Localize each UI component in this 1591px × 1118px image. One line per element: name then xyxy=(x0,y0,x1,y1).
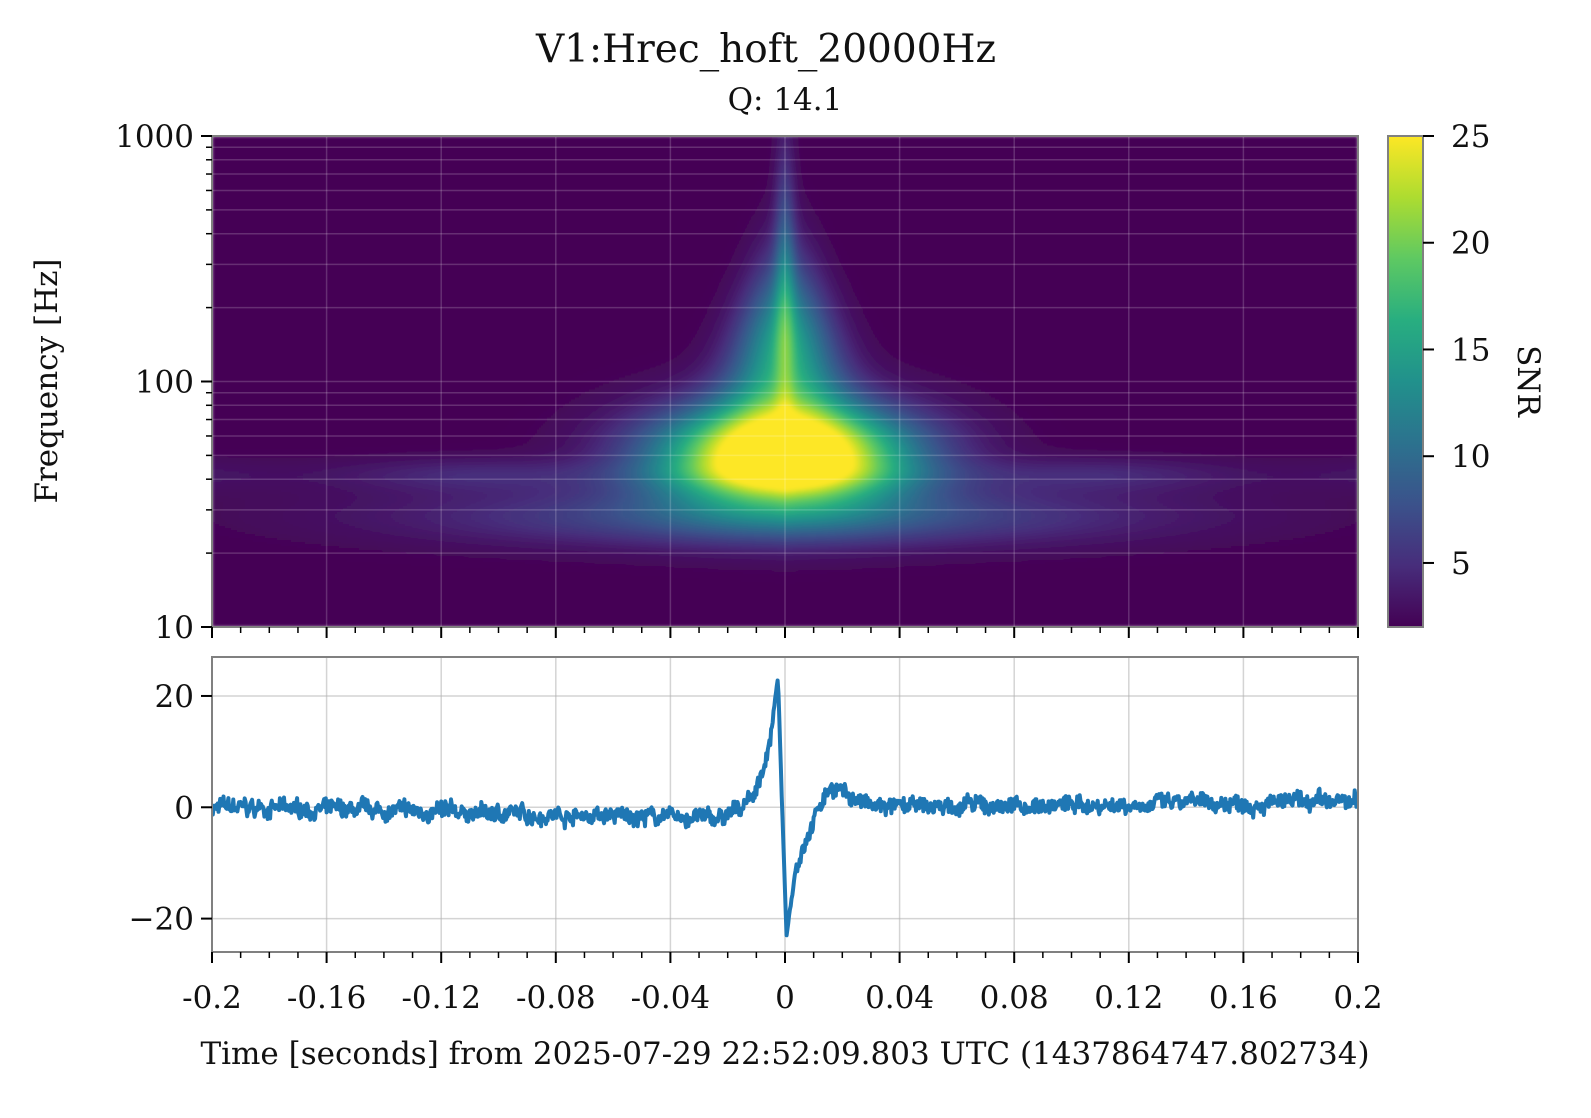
timeseries-x-tick-label: 0 xyxy=(775,980,795,1016)
timeseries-x-tick-label: 0.04 xyxy=(865,980,934,1016)
timeseries-x-tick-label: -0.2 xyxy=(182,980,242,1016)
spectrogram-y-tick-label: 100 xyxy=(135,365,194,401)
timeseries-x-tick-label: -0.08 xyxy=(516,980,596,1016)
timeseries-x-tick-label: -0.04 xyxy=(631,980,711,1016)
spectrogram-y-tick-label: 10 xyxy=(155,610,194,646)
timeseries-x-tick-label: -0.16 xyxy=(287,980,367,1016)
colorbar-frame xyxy=(1387,135,1424,628)
spectrogram-x-ticks xyxy=(211,627,1359,638)
spectrogram-panel: 10 100 1000 Frequency [Hz] xyxy=(29,119,1359,646)
timeseries-x-tick-label: 0.08 xyxy=(980,980,1049,1016)
timeseries-x-tick-label: 0.12 xyxy=(1094,980,1163,1016)
chart-subtitle: Q: 14.1 xyxy=(728,82,843,118)
timeseries-y-tick-label: 20 xyxy=(155,679,194,715)
colorbar-tick-label: 15 xyxy=(1451,332,1490,368)
timeseries-x-tick-label: 0.2 xyxy=(1333,980,1382,1016)
timeseries-y-tick-label: −20 xyxy=(129,902,194,938)
timeseries-panel: 20 0 −20 -0.2 -0.16 -0.12 -0.08 -0.04 0 0.04 0.08… xyxy=(129,656,1383,1016)
chart-title: V1:Hrec_hoft_20000Hz xyxy=(535,27,996,72)
timeseries-x-axis: -0.2 -0.16 -0.12 -0.08 -0.04 0 0.04 0.08 0.12 0.1… xyxy=(182,952,1383,1016)
timeseries-y-axis: 20 0 −20 xyxy=(129,679,212,938)
timeseries-line xyxy=(212,678,1358,938)
colorbar-tick-label: 25 xyxy=(1451,119,1490,155)
colorbar-tick-label: 5 xyxy=(1451,546,1471,582)
colorbar-tick-label: 10 xyxy=(1451,439,1490,475)
timeseries-x-tick-label: -0.12 xyxy=(401,980,481,1016)
spectrogram-y-axis: 10 100 1000 xyxy=(115,119,212,646)
spectrogram-y-tick-label: 1000 xyxy=(115,119,194,155)
x-axis-label: Time [seconds] from 2025-07-29 22:52:09.… xyxy=(200,1036,1369,1072)
colorbar: 5 10 15 20 25 SNR xyxy=(1387,119,1546,628)
colorbar-label: SNR xyxy=(1510,345,1546,418)
colorbar-gradient xyxy=(1388,136,1423,627)
colorbar-tick-label: 20 xyxy=(1451,226,1490,262)
timeseries-x-tick-label: 0.16 xyxy=(1209,980,1278,1016)
spectrogram-heatmap xyxy=(212,136,1358,627)
colorbar-ticks: 5 10 15 20 25 xyxy=(1423,119,1490,582)
timeseries-y-tick-label: 0 xyxy=(174,790,194,826)
spectrogram-grid xyxy=(211,136,1359,627)
spectrogram-y-label: Frequency [Hz] xyxy=(29,258,65,503)
